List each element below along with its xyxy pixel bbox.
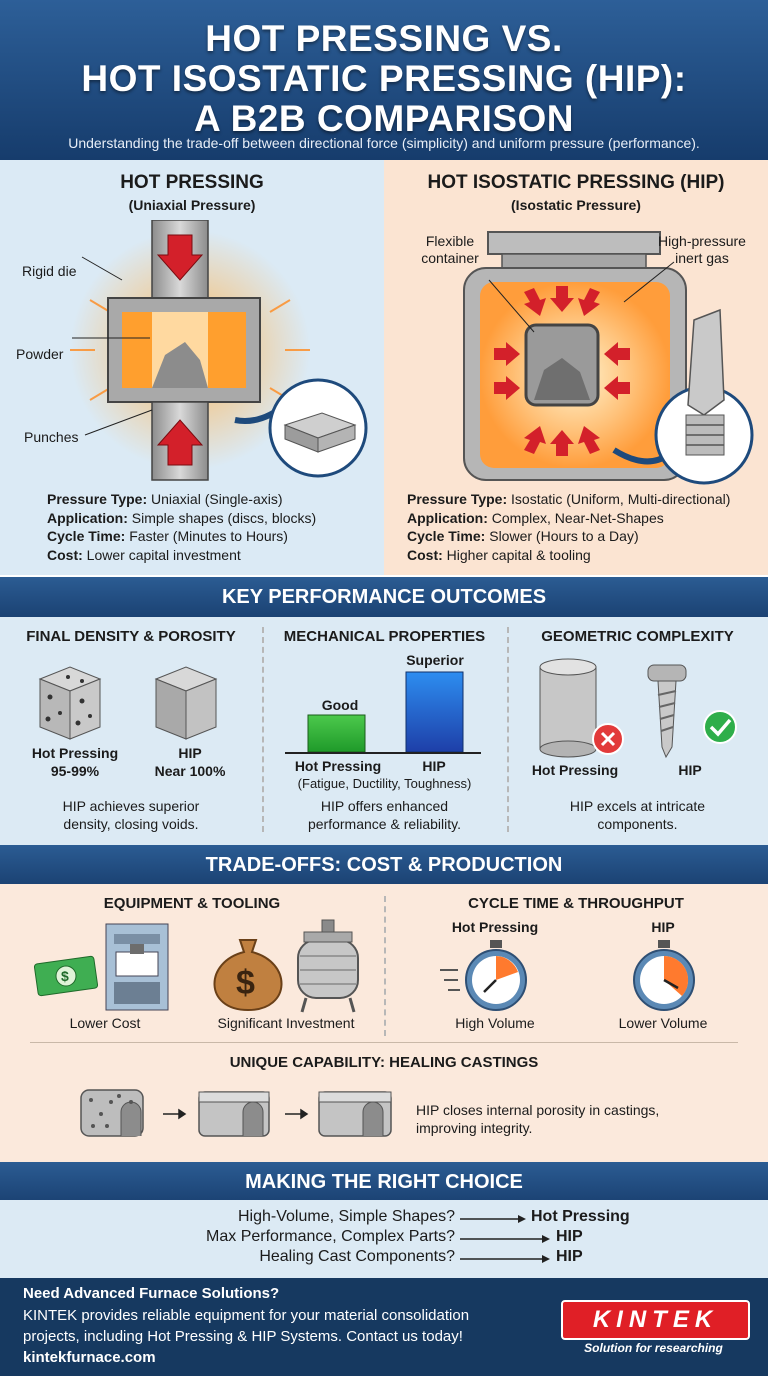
hip-vessel-diagram bbox=[463, 231, 754, 485]
hot-pressing-specs: Pressure Type: Uniaxial (Single-axis) Ap… bbox=[47, 491, 317, 563]
rigid-die-label: Rigid die bbox=[22, 263, 77, 279]
title-line-3: A B2B COMPARISON bbox=[193, 98, 575, 139]
outcomes-heading: KEY PERFORMANCE OUTCOMES bbox=[0, 577, 768, 617]
hot-pressing-subtitle: (Uniaxial Pressure) bbox=[128, 197, 256, 213]
equipment-low-label: Lower Cost bbox=[69, 1015, 141, 1031]
footer-url[interactable]: kintekfurnace.com bbox=[23, 1349, 156, 1366]
equipment-high-label: Significant Investment bbox=[217, 1015, 355, 1031]
density-hp-value: 95-99% bbox=[50, 763, 100, 779]
footer-line-1: KINTEK provides reliable equipment for y… bbox=[23, 1307, 470, 1324]
title-line-1: HOT PRESSING VS. bbox=[205, 18, 563, 59]
healing-title: UNIQUE CAPABILITY: HEALING CASTINGS bbox=[229, 1054, 539, 1071]
density-text: HIP achieves superior density, closing vo… bbox=[62, 798, 200, 832]
outcomes-divider-1 bbox=[262, 627, 264, 832]
geometry-icons bbox=[539, 658, 737, 759]
density-hip-value: Near 100% bbox=[154, 763, 226, 779]
choice-question-2: Max Performance, Complex Parts? bbox=[206, 1228, 455, 1245]
cycle-hip-name: HIP bbox=[651, 919, 675, 935]
healing-divider bbox=[30, 1042, 738, 1043]
hip-panel: HOT ISOSTATIC PRESSING (HIP) (Isostatic … bbox=[384, 160, 768, 575]
outcomes-divider-2 bbox=[507, 627, 509, 832]
choice-heading: MAKING THE RIGHT CHOICE bbox=[0, 1162, 768, 1202]
choice-arrow-3 bbox=[460, 1255, 550, 1263]
hip-subtitle: (Isostatic Pressure) bbox=[511, 197, 641, 213]
kintek-tagline: Solution for researching bbox=[584, 1341, 723, 1355]
choice-question-1: High-Volume, Simple Shapes? bbox=[237, 1208, 455, 1225]
density-hip-name: HIP bbox=[178, 745, 202, 761]
hot-pressing-panel: HOT PRESSING (Uniaxial Pressure) bbox=[0, 160, 384, 575]
density-title: FINAL DENSITY & POROSITY bbox=[26, 628, 236, 645]
mechanical-title: MECHANICAL PROPERTIES bbox=[283, 628, 486, 645]
cycle-title: CYCLE TIME & THROUGHPUT bbox=[468, 895, 684, 912]
punches-label: Punches bbox=[24, 429, 79, 445]
mechanical-text: HIP offers enhanced performance & reliabi… bbox=[307, 798, 462, 832]
powder-label: Powder bbox=[16, 346, 64, 362]
stopwatch-icons bbox=[440, 940, 695, 1011]
cycle-hp-volume: High Volume bbox=[455, 1015, 535, 1031]
healing-casting-sequence bbox=[80, 1089, 392, 1137]
density-cubes bbox=[38, 666, 218, 740]
mechanical-superior-label: Superior bbox=[406, 652, 464, 668]
density-hp-name: Hot Pressing bbox=[31, 745, 119, 761]
choice-arrow-1 bbox=[460, 1215, 526, 1223]
tradeoffs-section: EQUIPMENT & TOOLING $ $ Lower Cost Signi… bbox=[0, 884, 768, 1162]
flexible-container-label: Flexible container bbox=[421, 233, 479, 266]
header-subtitle: Understanding the trade-off between dire… bbox=[68, 135, 700, 151]
cycle-hp-name: Hot Pressing bbox=[451, 919, 539, 935]
money-bag-dollar-sign: $ bbox=[236, 964, 255, 1002]
footer-headline: Need Advanced Furnace Solutions? bbox=[23, 1285, 280, 1302]
mechanical-hip-name: HIP bbox=[422, 758, 446, 774]
choice-answer-2: HIP bbox=[556, 1228, 583, 1245]
cash-dollar-sign: $ bbox=[61, 968, 69, 984]
footer: Need Advanced Furnace Solutions? KINTEK … bbox=[0, 1278, 768, 1376]
hip-title: HOT ISOSTATIC PRESSING (HIP) bbox=[427, 172, 725, 193]
geometry-text: HIP excels at intricate components. bbox=[569, 798, 706, 832]
inert-gas-label: High-pressure inert gas bbox=[658, 233, 746, 266]
mechanical-good-label: Good bbox=[321, 697, 359, 713]
geometry-hp-name: Hot Pressing bbox=[531, 762, 619, 778]
equipment-illustrations: $ $ bbox=[33, 919, 359, 1013]
geometry-hip-name: HIP bbox=[678, 762, 702, 778]
header: HOT PRESSING VS. HOT ISOSTATIC PRESSING … bbox=[0, 0, 768, 160]
healing-text: HIP closes internal porosity in castings… bbox=[416, 1102, 660, 1136]
cycle-hip-volume: Lower Volume bbox=[618, 1015, 708, 1031]
choice-answer-3: HIP bbox=[556, 1248, 583, 1265]
hip-specs: Pressure Type: Isostatic (Uniform, Multi… bbox=[407, 491, 731, 563]
mechanical-hp-name: Hot Pressing bbox=[294, 758, 382, 774]
mechanical-note: (Fatigue, Ductility, Toughness) bbox=[297, 776, 472, 791]
choice-answer-1: Hot Pressing bbox=[531, 1208, 630, 1225]
choice-question-3: Healing Cast Components? bbox=[259, 1248, 455, 1265]
equipment-title: EQUIPMENT & TOOLING bbox=[103, 895, 281, 912]
outcomes-section: FINAL DENSITY & POROSITY Hot Pressing 95… bbox=[0, 617, 768, 845]
geometry-title: GEOMETRIC COMPLEXITY bbox=[541, 628, 734, 645]
title-line-2: HOT ISOSTATIC PRESSING (HIP): bbox=[81, 58, 687, 99]
footer-line-2: projects, including Hot Pressing & HIP S… bbox=[23, 1328, 463, 1345]
mechanical-bars bbox=[285, 671, 481, 754]
tradeoffs-heading: TRADE-OFFS: COST & PRODUCTION bbox=[0, 845, 768, 885]
hot-pressing-title: HOT PRESSING bbox=[120, 172, 264, 193]
hot-press-diagram bbox=[70, 220, 368, 481]
choice-arrow-2 bbox=[460, 1235, 550, 1243]
tradeoffs-divider bbox=[384, 896, 386, 1036]
kintek-logo: KINTEK bbox=[561, 1300, 750, 1340]
choice-section: High-Volume, Simple Shapes? Hot Pressing… bbox=[0, 1200, 768, 1278]
